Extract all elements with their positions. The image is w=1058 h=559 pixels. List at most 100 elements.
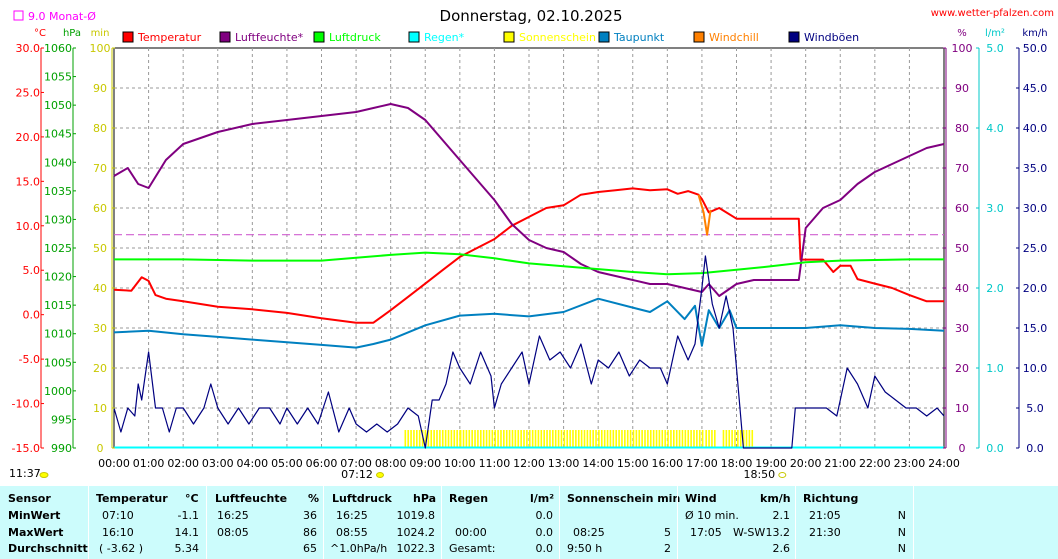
sunshine-bar — [410, 430, 412, 448]
sunshine-bar — [465, 430, 468, 448]
tick-label-wind: 15.0 — [1023, 322, 1048, 335]
sunshine-bar — [404, 430, 407, 448]
sunshine-bar — [439, 430, 441, 448]
tick-label-sun_min: 100 — [90, 42, 111, 55]
wind-max-direction: W-SW — [733, 526, 766, 539]
rain-total-label: Gesamt: — [449, 542, 496, 555]
tick-label-rain: 0.0 — [986, 442, 1004, 455]
sunshine-bar — [416, 430, 418, 448]
tick-label-wind: 10.0 — [1023, 362, 1048, 375]
sunshine-bar — [673, 430, 675, 448]
sunshine-bar — [652, 430, 655, 448]
tick-label-temp: -5.0 — [19, 353, 40, 366]
sunshine-bar — [661, 430, 664, 448]
series-windchill — [697, 194, 712, 236]
sunshine-bar — [560, 430, 563, 448]
tick-label-rain: 1.0 — [986, 362, 1004, 375]
temperature-header: Temperatur — [96, 492, 168, 505]
axis-unit-pressure: hPa — [63, 28, 81, 39]
sunshine-bar — [427, 430, 430, 448]
tick-label-humidity: 80 — [955, 122, 969, 135]
sunshine-bar — [569, 430, 571, 448]
stats-pressure: Luftdruck hPa 16:25 1019.8 08:55 1024.2 … — [323, 486, 442, 559]
sunshine-bar — [418, 430, 421, 448]
sun-max-value: 5 — [664, 526, 671, 539]
tick-label-rain: 2.0 — [986, 282, 1004, 295]
sunshine-bar — [580, 430, 583, 448]
sunshine-bar — [497, 430, 499, 448]
sunshine-bar — [520, 430, 522, 448]
x-tick-label: 12:00 — [513, 457, 545, 470]
sunshine-bar — [606, 430, 609, 448]
series-taupunkt — [113, 297, 945, 349]
legend-label: Sonnenschein — [519, 31, 596, 44]
sunshine-bar — [482, 430, 485, 448]
monthly-avg-label: 9.0 Monat-Ø — [28, 10, 96, 23]
dir-max-value: N — [897, 526, 906, 539]
humidity-unit: % — [308, 492, 320, 505]
sunshine-bar — [566, 430, 569, 448]
sunshine-bar — [436, 430, 438, 448]
sunshine-bar — [621, 430, 623, 448]
tick-label-humidity: 100 — [952, 42, 973, 55]
temp-max-time: 16:10 — [102, 526, 134, 539]
rain-max-time: 00:00 — [455, 526, 487, 539]
tick-label-sun_min: 40 — [93, 282, 107, 295]
series-windben — [113, 255, 945, 449]
sunshine-bar — [690, 430, 692, 448]
sunshine-bar — [698, 430, 701, 448]
dir-max-time: 21:30 — [809, 526, 841, 539]
sunshine-bar — [647, 430, 649, 448]
sunshine-bar — [424, 430, 427, 448]
sunshine-bar — [549, 430, 551, 448]
grid-lines — [114, 48, 944, 448]
rain-unit: l/m² — [530, 492, 555, 505]
tick-label-temp: 0.0 — [23, 309, 41, 322]
stats-wind: Wind km/h Ø 10 min. 2.1 17:05 W-SW 13.2 … — [677, 486, 796, 559]
sun-total-hours: 9:50 h — [567, 542, 603, 555]
press-min-time: 16:25 — [336, 509, 368, 522]
sunshine-bar — [444, 430, 447, 448]
x-tick-label: 15:00 — [617, 457, 649, 470]
tick-label-rain: 4.0 — [986, 122, 1004, 135]
sunshine-bar — [734, 430, 736, 448]
sunshine-bar — [714, 430, 716, 448]
sunshine-bar — [488, 430, 491, 448]
axis-unit-temp: °C — [34, 28, 46, 39]
pressure-header: Luftdruck — [332, 492, 392, 505]
sunshine-bar — [491, 430, 494, 448]
sunshine-bar — [534, 430, 537, 448]
tick-label-pressure: 1060 — [44, 42, 72, 55]
tick-label-temp: 30.0 — [16, 42, 41, 55]
tick-label-pressure: 1050 — [44, 99, 72, 112]
source-link[interactable]: www.wetter-pfalzen.com — [931, 8, 1054, 19]
row-label-min: MinWert — [8, 509, 61, 522]
tick-label-pressure: 1000 — [44, 385, 72, 398]
temp-max-value: 14.1 — [174, 526, 200, 539]
direction-header: Richtung — [803, 492, 859, 505]
tick-label-sun_min: 30 — [93, 322, 107, 335]
x-tick-label: 06:00 — [306, 457, 338, 470]
tick-label-sun_min: 50 — [93, 242, 107, 255]
sun-icon — [39, 472, 49, 478]
sunshine-bar — [693, 430, 695, 448]
sunshine-bar — [531, 430, 534, 448]
x-tick-label: 20:00 — [790, 457, 822, 470]
sunshine-bar — [468, 430, 471, 448]
sun-avg-value: 2 — [664, 542, 671, 555]
sun-max-time: 08:25 — [573, 526, 605, 539]
wind-header: Wind — [685, 492, 717, 505]
sunshine-bar — [751, 430, 754, 448]
sunshine-bar — [505, 430, 508, 448]
sunshine-bar — [667, 430, 669, 448]
sunshine-bar — [511, 430, 514, 448]
x-tick-label: 14:00 — [582, 457, 614, 470]
legend-label: Windchill — [709, 31, 759, 44]
tick-label-wind: 30.0 — [1023, 202, 1048, 215]
tick-label-wind: 40.0 — [1023, 122, 1048, 135]
legend-label: Taupunkt — [613, 31, 665, 44]
tick-label-sun_min: 10 — [93, 402, 107, 415]
sunshine-header: Sonnenschein min — [567, 492, 681, 505]
x-tick-label: 08:00 — [375, 457, 407, 470]
x-tick-label: 18:00 — [721, 457, 753, 470]
